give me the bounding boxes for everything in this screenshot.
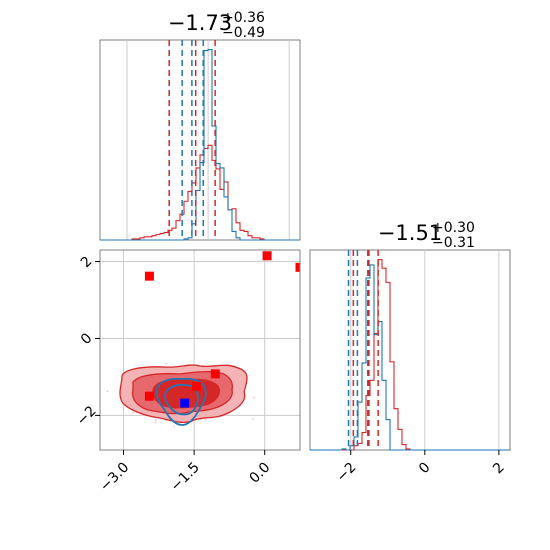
sample-point — [132, 411, 135, 414]
red-square-marker — [210, 369, 220, 379]
param2-title-minus: −0.31 — [432, 235, 475, 251]
y-tick-label: −2 — [74, 403, 100, 429]
x-tick-label: 2 — [490, 460, 508, 478]
param1-title: −1.73 — [168, 11, 232, 35]
param2-title-plus: +0.30 — [432, 220, 475, 236]
param2-histogram-frame — [309, 249, 511, 451]
joint-panel-background — [100, 250, 300, 450]
sample-point — [173, 425, 176, 428]
sample-point — [253, 396, 256, 399]
joint-contours — [119, 364, 248, 426]
red-square-marker — [262, 251, 272, 261]
param2-gridlines — [350, 250, 500, 450]
red-square-marker — [144, 391, 154, 401]
joint-point-markers — [144, 251, 300, 408]
x-tick-label: −3.0 — [97, 460, 132, 495]
param2-title-value: −1.51 — [378, 221, 442, 245]
x-tick-label: 0 — [416, 460, 434, 478]
joint-panel-frame — [99, 249, 301, 451]
param2-histogram-panel — [309, 249, 511, 451]
red-square-marker — [295, 262, 300, 272]
param1-red-histogram — [100, 144, 300, 241]
y-tick-label: 2 — [78, 253, 96, 271]
param2-quantile-lines — [347, 250, 379, 450]
red-contour-inner — [152, 378, 220, 409]
param1-title-plus: +0.36 — [222, 10, 265, 26]
param1-title-minus: −0.49 — [222, 25, 265, 41]
red-square-marker — [191, 382, 201, 392]
x-tick-label: 0.0 — [246, 460, 273, 487]
param1-gridlines — [126, 40, 290, 240]
param1-quantile-lines — [168, 40, 216, 240]
param2-title: −1.51 — [378, 221, 442, 245]
sample-point — [106, 390, 109, 393]
param1-blue-histogram — [100, 48, 300, 241]
param1-histogram-frame — [99, 39, 301, 241]
sample-point — [165, 362, 167, 365]
param2-blue-histogram — [310, 264, 510, 451]
y-tick-label: 0 — [78, 330, 96, 348]
red-square-marker — [144, 271, 154, 281]
joint-contour-panel — [91, 249, 301, 451]
sample-point — [91, 379, 93, 381]
x-tick-label: −1.5 — [168, 460, 203, 495]
x-tick-label: −2 — [334, 460, 360, 486]
blue-square-marker — [180, 398, 190, 408]
sample-point — [154, 419, 157, 422]
param1-title-value: −1.73 — [168, 11, 232, 35]
blue-contour-outer — [155, 377, 207, 426]
param1-histogram-panel — [99, 39, 301, 241]
sample-point — [204, 418, 207, 421]
sample-point — [154, 421, 157, 424]
blue-contour-inner — [164, 383, 199, 416]
sample-point — [251, 417, 254, 420]
